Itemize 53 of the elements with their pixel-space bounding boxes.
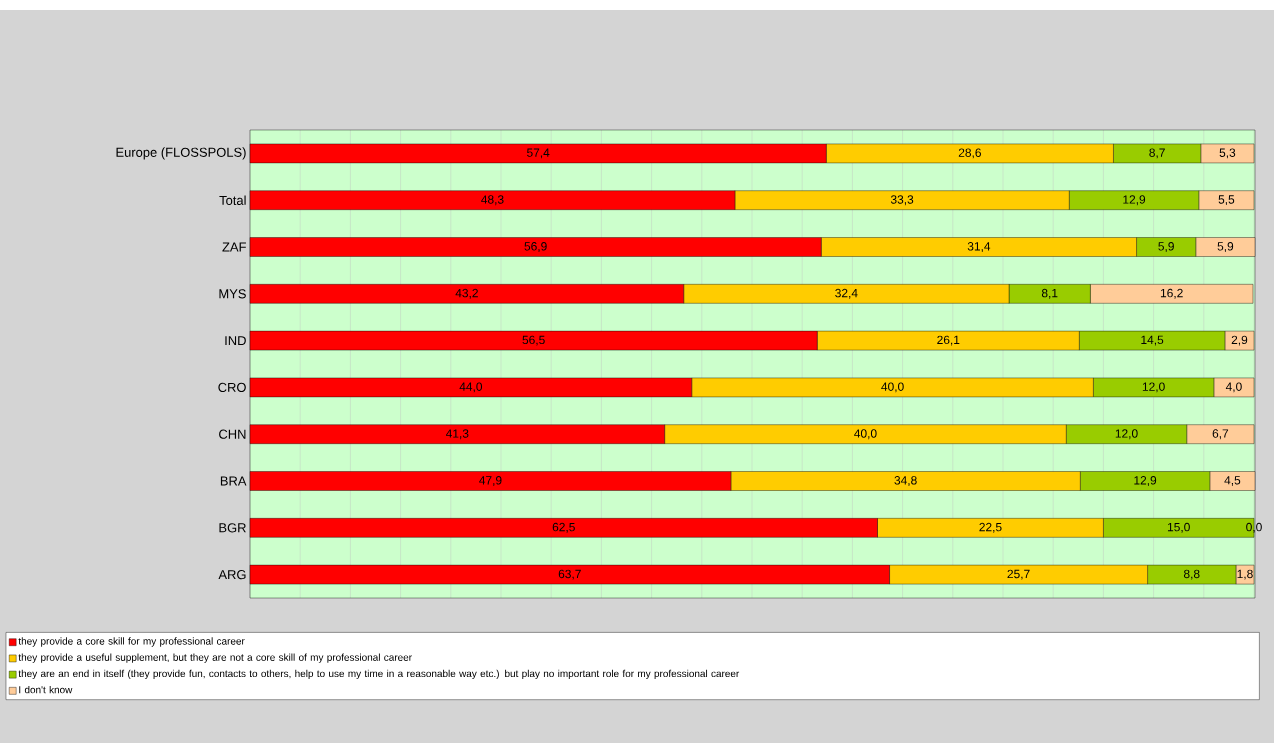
data-label: 12,9 [1123, 195, 1146, 206]
data-label: 56,9 [524, 242, 547, 252]
data-label: 5,3 [1219, 148, 1236, 159]
data-label: 62,5 [552, 522, 575, 533]
data-label: 8,7 [1149, 148, 1165, 159]
y-tick-label: IND [225, 336, 246, 346]
data-label: 40,0 [854, 429, 877, 440]
data-label: 5,9 [1217, 242, 1234, 252]
data-label: 28,6 [958, 148, 981, 159]
data-label: 48,3 [481, 195, 504, 206]
data-label: 34,8 [894, 476, 917, 486]
data-label: 56,5 [522, 335, 545, 346]
data-label: 12,0 [1142, 382, 1165, 393]
data-label: 12,0 [1115, 429, 1138, 440]
data-label: 2,9 [1231, 335, 1248, 346]
data-label: 8,1 [1041, 288, 1058, 299]
y-tick-label: Total [219, 195, 246, 205]
data-label: 5,5 [1218, 195, 1235, 206]
data-label: 32,4 [835, 288, 858, 299]
y-tick-label: Europe (FLOSSPOLS) [116, 147, 246, 160]
data-label: 14,5 [1141, 335, 1164, 346]
y-tick-label: ARG [218, 570, 246, 580]
data-label: 6,7 [1212, 429, 1229, 440]
data-label: 41,3 [445, 429, 469, 440]
data-label: 63,7 [558, 569, 581, 580]
data-label: 44,0 [459, 382, 483, 393]
data-label: 5,9 [1158, 242, 1174, 252]
data-label: 43,2 [455, 288, 478, 299]
data-label: 15,0 [1167, 522, 1190, 533]
data-label: 25,7 [1007, 569, 1030, 580]
data-label: 31,4 [967, 242, 991, 252]
data-label: 8,8 [1183, 569, 1200, 580]
data-label: 33,3 [890, 195, 914, 206]
y-tick-label: BRA [220, 476, 247, 486]
y-tick-label: ZAF [222, 242, 246, 252]
data-label: 47,9 [479, 476, 502, 486]
y-tick-label: CRO [218, 382, 246, 392]
data-label: 26,1 [937, 335, 960, 346]
legend-label: they are an end in itself (they provide fun, contacts to others, help to use my time in a reasonable way etc.) but play no important role for my professional career [18, 669, 740, 680]
data-label: 12,9 [1134, 476, 1157, 486]
data-label: 4,5 [1224, 476, 1241, 486]
data-label: 1,8 [1237, 569, 1253, 580]
data-label: 57,4 [527, 148, 550, 159]
legend-label: I don't know [19, 685, 73, 694]
y-tick-label: MYS [219, 289, 246, 299]
data-label: 16,2 [1160, 288, 1183, 299]
legend-label: they provide a useful supplement, but they are not a core skill of my professional career [18, 653, 412, 663]
legend-label: they provide a core skill for my professional career [18, 637, 245, 647]
data-label: 40,0 [881, 382, 904, 393]
y-tick-label: CHN [219, 429, 246, 439]
y-tick-label: BGR [219, 523, 246, 533]
data-label: 22,5 [979, 522, 1002, 533]
data-label: 4,0 [1225, 382, 1242, 393]
